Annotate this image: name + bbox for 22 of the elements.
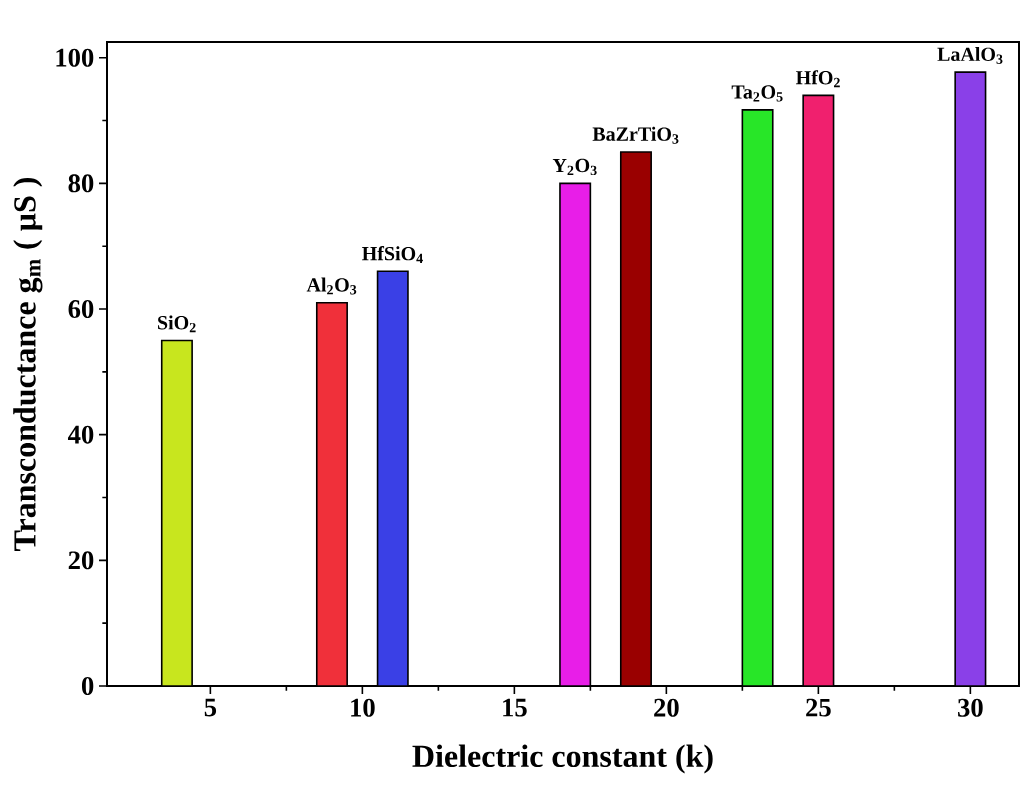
x-tick-label: 20 <box>654 698 679 717</box>
annotation: HfO$_{2}$ <box>795 70 840 88</box>
x-tick-label: 15 <box>503 698 527 717</box>
y-tick-label: 100 <box>56 48 94 67</box>
y-axis-title: Transconductance g$_{m}$ ( µS ) <box>13 177 43 551</box>
annotation: SiO$_{2}$ <box>158 315 196 333</box>
annotation: BaZrTiO$_{3}$ <box>592 126 679 144</box>
x-tick-label: 5 <box>204 698 217 717</box>
x-axis-title: Dielectric constant (k) <box>412 744 713 774</box>
x-tick-label: 25 <box>806 698 831 717</box>
annotation: Ta$_{2}$O$_{5}$ <box>731 85 783 102</box>
annotation: Y$_{2}$O$_{3}$ <box>552 158 597 176</box>
y-tick-label: 40 <box>67 425 94 444</box>
x-tick-label: 30 <box>958 698 983 717</box>
x-tick-label: 10 <box>351 698 375 717</box>
y-tick-label: 60 <box>68 300 94 318</box>
y-tick-label: 80 <box>68 174 94 193</box>
annotation: Al$_{2}$O$_{3}$ <box>306 277 357 295</box>
y-tick-label: 0 <box>81 676 94 695</box>
annotation: LaAlO$_{3}$ <box>937 47 1003 64</box>
annotation: HfSiO$_{4}$ <box>362 246 423 264</box>
y-tick-label: 20 <box>68 551 94 570</box>
